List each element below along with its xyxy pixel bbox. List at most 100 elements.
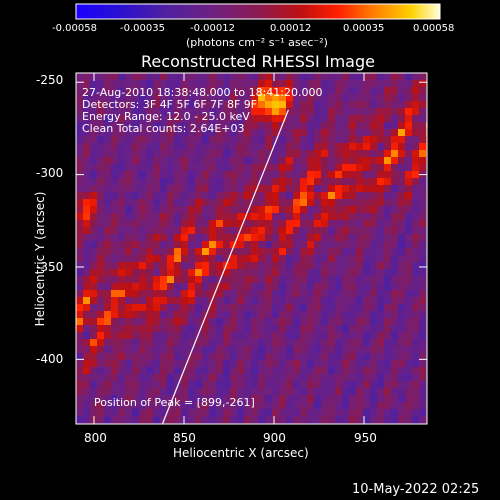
heatmap-cell (244, 388, 252, 396)
heatmap-cell (209, 388, 217, 396)
heatmap-cell (405, 262, 413, 270)
heatmap-cell (307, 283, 315, 291)
heatmap-cell (216, 87, 224, 95)
heatmap-cell (216, 101, 224, 109)
heatmap-cell (356, 311, 364, 319)
heatmap-cell (265, 290, 273, 298)
heatmap-cell (223, 255, 231, 263)
heatmap-cell (97, 94, 105, 102)
heatmap-cell (97, 87, 105, 95)
heatmap-cell (391, 332, 399, 340)
heatmap-cell (244, 108, 252, 116)
heatmap-cell (377, 143, 385, 151)
heatmap-cell (349, 227, 357, 235)
heatmap-cell (209, 206, 217, 214)
heatmap-cell (398, 381, 406, 389)
heatmap-cell (237, 206, 245, 214)
heatmap-cell (118, 248, 126, 256)
heatmap-cell (314, 248, 322, 256)
heatmap-cell (132, 297, 140, 305)
heatmap-cell (132, 318, 140, 326)
heatmap-cell (118, 101, 126, 109)
heatmap-cell (328, 220, 336, 228)
heatmap-cell (300, 381, 308, 389)
heatmap-cell (356, 353, 364, 361)
heatmap-cell (258, 388, 266, 396)
heatmap-cell (377, 255, 385, 263)
heatmap-cell (244, 374, 252, 382)
heatmap-cell (160, 136, 168, 144)
heatmap-cell (139, 213, 147, 221)
heatmap-cell (195, 178, 203, 186)
heatmap-cell (314, 297, 322, 305)
heatmap-cell (174, 353, 182, 361)
heatmap-cell (293, 192, 301, 200)
heatmap-cell (153, 122, 161, 130)
heatmap-cell (363, 80, 371, 88)
heatmap-cell (251, 108, 259, 116)
heatmap-cell (188, 402, 196, 410)
heatmap-cell (391, 339, 399, 347)
heatmap-cell (342, 283, 350, 291)
heatmap-cell (132, 185, 140, 193)
heatmap-cell (167, 325, 175, 333)
heatmap-cell (167, 150, 175, 158)
heatmap-cell (293, 416, 301, 424)
heatmap-cell (202, 115, 210, 123)
heatmap-cell (377, 332, 385, 340)
heatmap-cell (139, 248, 147, 256)
heatmap-cell (174, 241, 182, 249)
heatmap-cell (419, 346, 427, 354)
heatmap-cell (111, 304, 119, 312)
annotation-detectors: Detectors: 3F 4F 5F 6F 7F 8F 9F (82, 98, 258, 111)
heatmap-cell (314, 234, 322, 242)
heatmap-cell (160, 150, 168, 158)
heatmap-cell (118, 234, 126, 242)
heatmap-cell (342, 73, 350, 81)
heatmap-cell (97, 262, 105, 270)
heatmap-cell (209, 311, 217, 319)
heatmap-cell (349, 157, 357, 165)
heatmap-cell (363, 199, 371, 207)
heatmap-cell (342, 353, 350, 361)
heatmap-cell (300, 108, 308, 116)
heatmap-cell (363, 108, 371, 116)
heatmap-cell (188, 185, 196, 193)
heatmap-cell (265, 101, 273, 109)
heatmap-cell (139, 122, 147, 130)
heatmap-cell (244, 311, 252, 319)
heatmap-cell (335, 318, 343, 326)
heatmap-cell (384, 346, 392, 354)
heatmap-cell (132, 388, 140, 396)
heatmap-cell (272, 178, 280, 186)
heatmap-cell (153, 255, 161, 263)
heatmap-cell (181, 262, 189, 270)
heatmap-cell (83, 234, 91, 242)
heatmap-cell (244, 101, 252, 109)
heatmap-cell (328, 339, 336, 347)
heatmap-cell (265, 283, 273, 291)
heatmap-cell (419, 353, 427, 361)
heatmap-cell (272, 206, 280, 214)
heatmap-cell (321, 206, 329, 214)
heatmap-cell (167, 185, 175, 193)
heatmap-cell (111, 283, 119, 291)
heatmap-cell (398, 395, 406, 403)
heatmap-cell (356, 199, 364, 207)
heatmap-cell (188, 143, 196, 151)
heatmap-cell (160, 143, 168, 151)
heatmap-cell (188, 269, 196, 277)
heatmap-cell (349, 297, 357, 305)
heatmap-cell (363, 318, 371, 326)
heatmap-cell (349, 276, 357, 284)
heatmap-cell (167, 346, 175, 354)
heatmap-cell (202, 276, 210, 284)
heatmap-cell (111, 269, 119, 277)
heatmap-cell (398, 318, 406, 326)
heatmap-cell (188, 234, 196, 242)
heatmap-cell (293, 255, 301, 263)
heatmap-cell (279, 171, 287, 179)
heatmap-cell (174, 262, 182, 270)
heatmap-cell (97, 115, 105, 123)
heatmap-cell (209, 332, 217, 340)
